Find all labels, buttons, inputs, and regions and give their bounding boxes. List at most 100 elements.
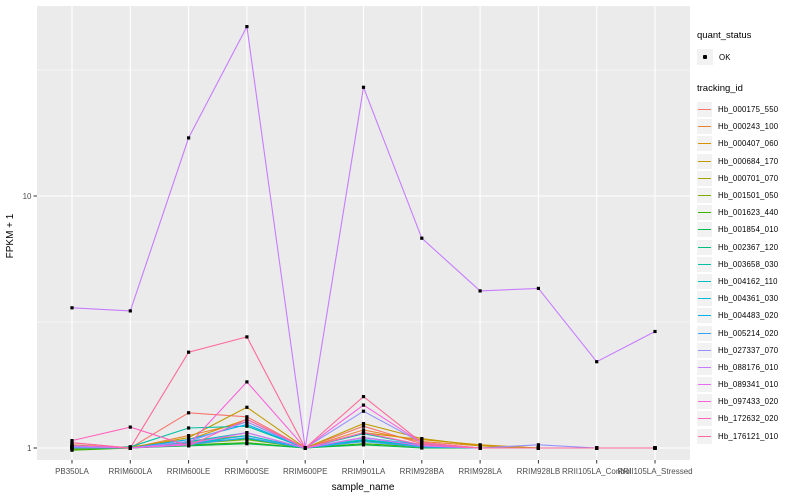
data-point bbox=[361, 424, 366, 428]
y-tick-label: 10 bbox=[23, 192, 32, 201]
x-tick-label: RRIM600LA bbox=[108, 467, 152, 476]
data-point bbox=[420, 236, 424, 240]
x-tick-label: RRIM928BA bbox=[400, 467, 445, 476]
legend-item-Hb_089341_010: Hb_089341_010 bbox=[697, 376, 797, 393]
data-point bbox=[187, 438, 191, 442]
data-point bbox=[245, 434, 249, 438]
data-point bbox=[245, 420, 249, 424]
legend-quant-status-title: quant_status bbox=[697, 30, 752, 41]
legend-item-label: Hb_000701_070 bbox=[718, 173, 779, 183]
legend-item-Hb_000243_100: Hb_000243_100 bbox=[697, 118, 797, 135]
legend-item-label: Hb_004483_020 bbox=[718, 311, 779, 321]
data-point bbox=[187, 434, 191, 438]
data-point bbox=[128, 425, 132, 429]
data-point bbox=[420, 437, 424, 441]
data-point bbox=[478, 444, 482, 448]
data-point bbox=[70, 306, 74, 310]
legend-item-Hb_004162_110: Hb_004162_110 bbox=[697, 273, 797, 290]
x-axis-title: sample_name bbox=[332, 482, 395, 493]
data-point bbox=[536, 446, 540, 450]
data-point bbox=[361, 431, 366, 435]
legend-key bbox=[697, 291, 712, 307]
legend-item-Hb_172632_020: Hb_172632_020 bbox=[697, 410, 797, 427]
legend-item-Hb_004361_030: Hb_004361_030 bbox=[697, 290, 797, 307]
x-tick-label: RRIM901LA bbox=[342, 467, 386, 476]
legend-color-line-icon bbox=[698, 143, 711, 145]
legend-key bbox=[697, 394, 712, 410]
data-point bbox=[420, 443, 424, 447]
data-point bbox=[478, 289, 482, 293]
x-tick-label: RRIM600PE bbox=[283, 467, 327, 476]
data-point bbox=[245, 424, 249, 428]
legend-color-line-icon bbox=[698, 126, 711, 128]
legend-item-Hb_004483_020: Hb_004483_020 bbox=[697, 307, 797, 324]
y-axis-title: FPKM + 1 bbox=[5, 213, 16, 258]
legend-key bbox=[697, 205, 712, 221]
data-point bbox=[595, 360, 599, 364]
points-layer bbox=[70, 25, 657, 452]
data-point bbox=[595, 446, 599, 450]
legend-item-label: Hb_172632_020 bbox=[718, 414, 779, 424]
legend-key bbox=[697, 359, 712, 375]
data-point bbox=[478, 446, 482, 450]
data-point bbox=[245, 415, 249, 419]
legend-key bbox=[697, 308, 712, 324]
legend-item-ok: OK bbox=[697, 48, 797, 66]
legend-color-line-icon bbox=[698, 384, 711, 386]
legend-item-label: Hb_004162_110 bbox=[718, 276, 778, 286]
legend-tracking-id-title: tracking_id bbox=[697, 83, 743, 94]
data-point bbox=[361, 409, 366, 413]
legend-key bbox=[697, 411, 712, 427]
data-point bbox=[361, 436, 366, 440]
data-point bbox=[361, 422, 366, 426]
data-point bbox=[128, 309, 132, 313]
data-point bbox=[361, 438, 366, 442]
data-point bbox=[361, 395, 366, 399]
legend-color-line-icon bbox=[698, 246, 711, 248]
legend-item-label: Hb_002367_120 bbox=[718, 242, 779, 252]
legend-color-line-icon bbox=[698, 160, 711, 162]
legend-key bbox=[697, 170, 712, 186]
legend-item-label: Hb_001501_050 bbox=[718, 191, 779, 201]
legend-item-Hb_000175_550: Hb_000175_550 bbox=[697, 101, 797, 118]
data-point bbox=[187, 136, 191, 140]
x-tick-label: RRII105LA_Control bbox=[562, 467, 632, 476]
legend-item-label: Hb_001623_440 bbox=[718, 208, 779, 218]
data-point bbox=[187, 426, 191, 430]
data-point bbox=[187, 440, 191, 444]
x-tick-label: PB350LA bbox=[55, 467, 89, 476]
legend-item-Hb_005214_020: Hb_005214_020 bbox=[697, 324, 797, 341]
legend-color-line-icon bbox=[698, 435, 711, 437]
legend-item-Hb_176121_010: Hb_176121_010 bbox=[697, 428, 797, 445]
legend-key bbox=[697, 188, 712, 204]
data-point bbox=[245, 335, 249, 339]
data-point bbox=[653, 446, 657, 450]
data-point bbox=[245, 380, 249, 384]
legend-color-line-icon bbox=[698, 195, 711, 197]
data-point bbox=[70, 441, 74, 445]
legend-color-line-icon bbox=[698, 280, 711, 282]
panel-layer bbox=[37, 6, 690, 460]
legend-key bbox=[697, 136, 712, 152]
data-point bbox=[187, 350, 191, 354]
legend-color-line-icon bbox=[698, 349, 711, 351]
x-tick-label: RRIM928LA bbox=[458, 467, 502, 476]
legend-color-line-icon bbox=[698, 177, 711, 179]
legend-key bbox=[697, 256, 712, 272]
data-point bbox=[536, 443, 540, 447]
legend-item-Hb_003658_030: Hb_003658_030 bbox=[697, 256, 797, 273]
data-point bbox=[187, 444, 191, 448]
legend-item-label: Hb_005214_020 bbox=[718, 328, 779, 338]
data-point bbox=[245, 442, 249, 446]
x-tick-label: RRIM600LE bbox=[167, 467, 211, 476]
legend-key bbox=[697, 325, 712, 341]
legend-item-Hb_002367_120: Hb_002367_120 bbox=[697, 239, 797, 256]
legend-key bbox=[697, 428, 712, 444]
legend-color-line-icon bbox=[698, 109, 711, 111]
data-point bbox=[653, 329, 657, 334]
legend-item-Hb_000701_070: Hb_000701_070 bbox=[697, 170, 797, 187]
legend-item-label: Hb_000407_060 bbox=[718, 139, 779, 149]
legend-item-Hb_097433_020: Hb_097433_020 bbox=[697, 393, 797, 410]
data-point bbox=[361, 85, 366, 89]
